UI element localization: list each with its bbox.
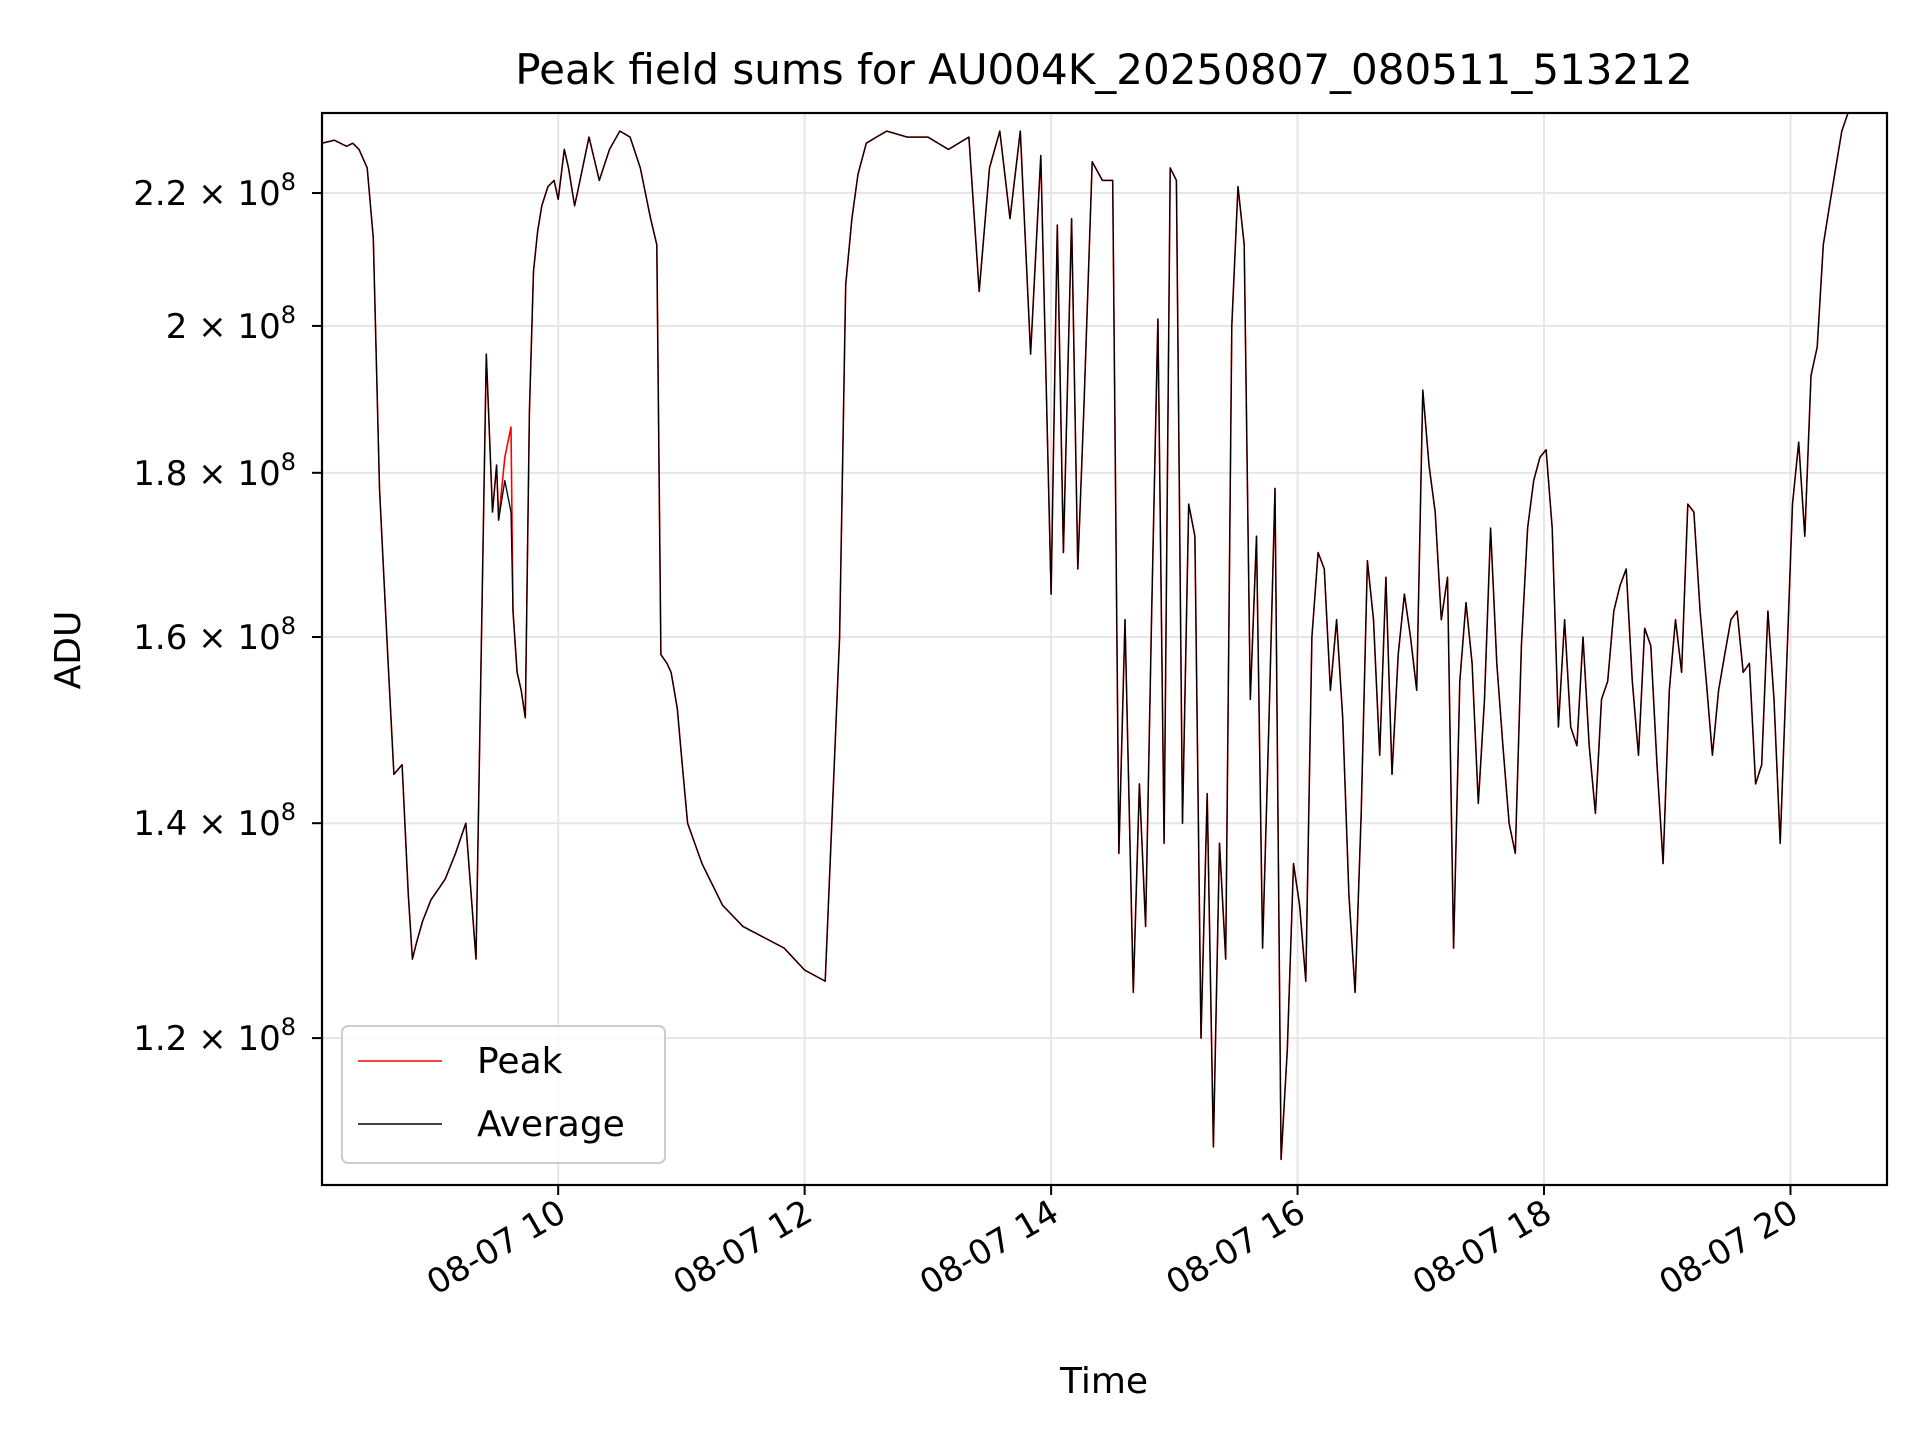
- legend-label-average: Average: [477, 1104, 625, 1145]
- series-line-average: [322, 113, 1849, 1161]
- plot-series: [322, 113, 1849, 1161]
- y-tick-label: 1.8 × 108: [133, 448, 296, 494]
- y-tick-label: 2.2 × 108: [133, 168, 296, 214]
- y-axis-label: ADU: [48, 611, 89, 690]
- plot-frame: [320, 111, 1889, 1187]
- y-axis-ticks: 1.2 × 108 1.4 × 108 1.6 × 108 1.8 × 108 2 × …: [133, 168, 322, 1059]
- legend-label-peak: Peak: [477, 1041, 563, 1082]
- chart-title: Peak field sums for AU004K_20250807_0805…: [515, 45, 1692, 94]
- y-tick-label: 2 × 108: [166, 301, 296, 347]
- y-tick-label: 1.2 × 108: [133, 1013, 296, 1059]
- y-tick-label: 1.6 × 108: [133, 612, 296, 658]
- legend: Peak Average: [341, 1025, 666, 1164]
- x-axis-label: Time: [1059, 1361, 1148, 1402]
- y-tick-label: 1.4 × 108: [133, 798, 296, 844]
